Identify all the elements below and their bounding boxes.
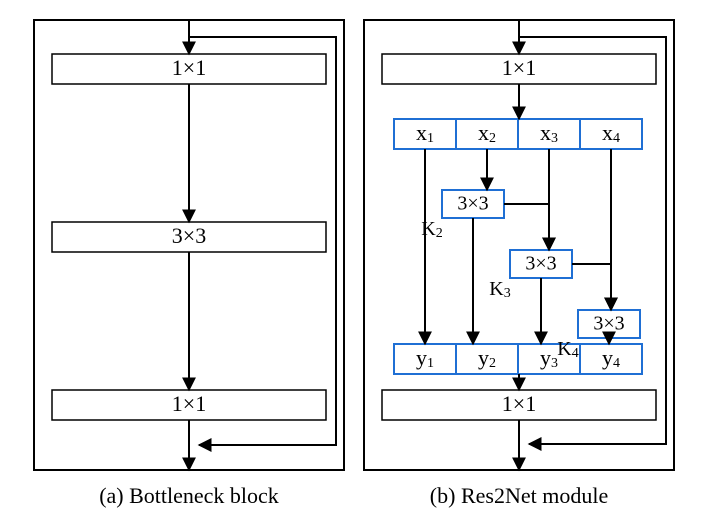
right-skip-connection xyxy=(519,37,666,444)
conv-label-1: 3×3 xyxy=(525,253,556,275)
left-box-label-1: 3×3 xyxy=(172,223,206,248)
k-label-2: K4 xyxy=(557,338,578,361)
left-box-label-0: 1×1 xyxy=(172,55,206,80)
left-box-label-2: 1×1 xyxy=(172,391,206,416)
conv-label-2: 3×3 xyxy=(593,313,624,335)
right-1x1-label-1: 1×1 xyxy=(502,391,536,416)
conv-label-0: 3×3 xyxy=(457,193,488,215)
left-caption: (a) Bottleneck block xyxy=(99,483,279,508)
right-caption: (b) Res2Net module xyxy=(430,483,608,508)
k-label-1: K3 xyxy=(489,278,510,301)
right-elbow-0 xyxy=(504,204,549,250)
right-elbow-1 xyxy=(572,264,611,310)
right-1x1-label-0: 1×1 xyxy=(502,55,536,80)
